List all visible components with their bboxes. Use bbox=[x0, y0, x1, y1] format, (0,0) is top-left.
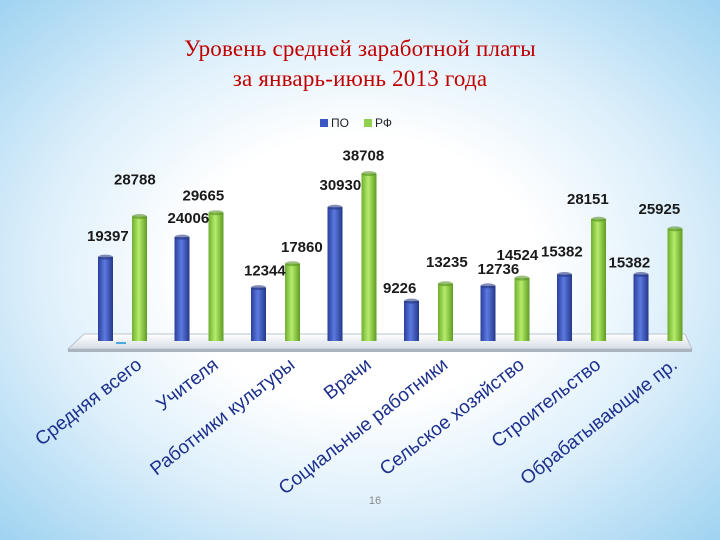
bar-po-2 bbox=[251, 287, 266, 341]
value-label-rf-0: 28788 bbox=[114, 171, 156, 188]
bar-cap-po-5 bbox=[480, 283, 496, 289]
bar-rf-1 bbox=[208, 212, 224, 341]
chart-floor bbox=[66, 333, 693, 352]
legend-swatch-rf bbox=[364, 119, 372, 127]
category-label-0: Средняя всего bbox=[32, 354, 147, 450]
bar-cap-rf-5 bbox=[514, 275, 530, 281]
bar-cap-po-1 bbox=[174, 234, 190, 240]
bar-cap-rf-7 bbox=[667, 226, 683, 232]
category-label-3: Врачи bbox=[320, 354, 375, 404]
bar-rf-0 bbox=[132, 216, 147, 341]
bar-po-1 bbox=[174, 237, 190, 341]
value-label-rf-6: 28151 bbox=[567, 191, 609, 208]
legend: ПО РФ bbox=[320, 116, 392, 130]
category-label-2: Работники культуры bbox=[147, 354, 300, 480]
legend-label-rf: РФ bbox=[375, 116, 392, 130]
value-labels: 19397 28788 24006 29665 12344 17860 30930 38708… bbox=[87, 148, 680, 298]
value-label-rf-1: 29665 bbox=[183, 188, 225, 205]
floor-edge bbox=[68, 349, 692, 352]
value-label-rf-7: 25925 bbox=[639, 201, 681, 218]
title-line-2: за январь-июнь 2013 года bbox=[232, 66, 488, 91]
value-label-po-6: 15382 bbox=[541, 243, 583, 260]
bar-rf-5 bbox=[514, 278, 530, 341]
bar-po-3 bbox=[327, 207, 343, 341]
bar-cap-po-3 bbox=[327, 204, 343, 210]
bar-cap-rf-6 bbox=[591, 216, 606, 222]
bars bbox=[98, 171, 683, 341]
slide-title: Уровень средней заработной платы за янва… bbox=[0, 34, 720, 94]
value-label-po-0: 19397 bbox=[87, 228, 129, 245]
bar-po-0 bbox=[98, 257, 113, 341]
legend-label-po: ПО bbox=[331, 116, 349, 130]
axis-marker bbox=[116, 342, 126, 344]
category-label-1: Учителя bbox=[153, 354, 223, 415]
page-number: 16 bbox=[368, 495, 382, 507]
bar-po-6 bbox=[557, 274, 572, 341]
value-label-rf-5: 14524 bbox=[497, 247, 539, 264]
bar-cap-rf-0 bbox=[132, 213, 147, 219]
bar-cap-po-6 bbox=[557, 271, 572, 277]
bar-rf-2 bbox=[285, 263, 300, 341]
bar-cap-rf-2 bbox=[285, 261, 300, 267]
bar-cap-rf-1 bbox=[208, 210, 224, 216]
category-label-5: Сельское хозяйство bbox=[376, 354, 528, 480]
bar-rf-6 bbox=[591, 219, 606, 341]
value-label-po-1: 24006 bbox=[168, 210, 210, 227]
value-label-rf-4: 13235 bbox=[426, 254, 468, 271]
title-line-1: Уровень средней заработной платы bbox=[184, 36, 536, 61]
bar-cap-po-4 bbox=[404, 298, 419, 304]
bar-cap-po-2 bbox=[251, 285, 266, 291]
bar-rf-3 bbox=[361, 173, 377, 341]
bar-po-4 bbox=[404, 301, 419, 341]
value-label-rf-2: 17860 bbox=[281, 239, 323, 256]
bar-rf-7 bbox=[667, 228, 683, 341]
bar-cap-po-7 bbox=[633, 271, 649, 277]
bar-cap-rf-3 bbox=[361, 171, 377, 177]
value-label-po-4: 9226 bbox=[383, 280, 416, 297]
bar-cap-po-0 bbox=[98, 254, 113, 260]
value-label-po-2: 12344 bbox=[244, 263, 286, 280]
legend-swatch-po bbox=[320, 119, 328, 127]
value-label-rf-3: 38708 bbox=[343, 148, 385, 165]
value-label-po-7: 15382 bbox=[609, 254, 651, 271]
bar-cap-rf-4 bbox=[438, 281, 453, 287]
bar-rf-4 bbox=[438, 283, 453, 341]
value-label-po-3: 30930 bbox=[320, 177, 362, 194]
bar-po-7 bbox=[633, 274, 649, 341]
value-label-po-5: 12736 bbox=[478, 261, 520, 278]
bar-po-5 bbox=[480, 285, 496, 341]
